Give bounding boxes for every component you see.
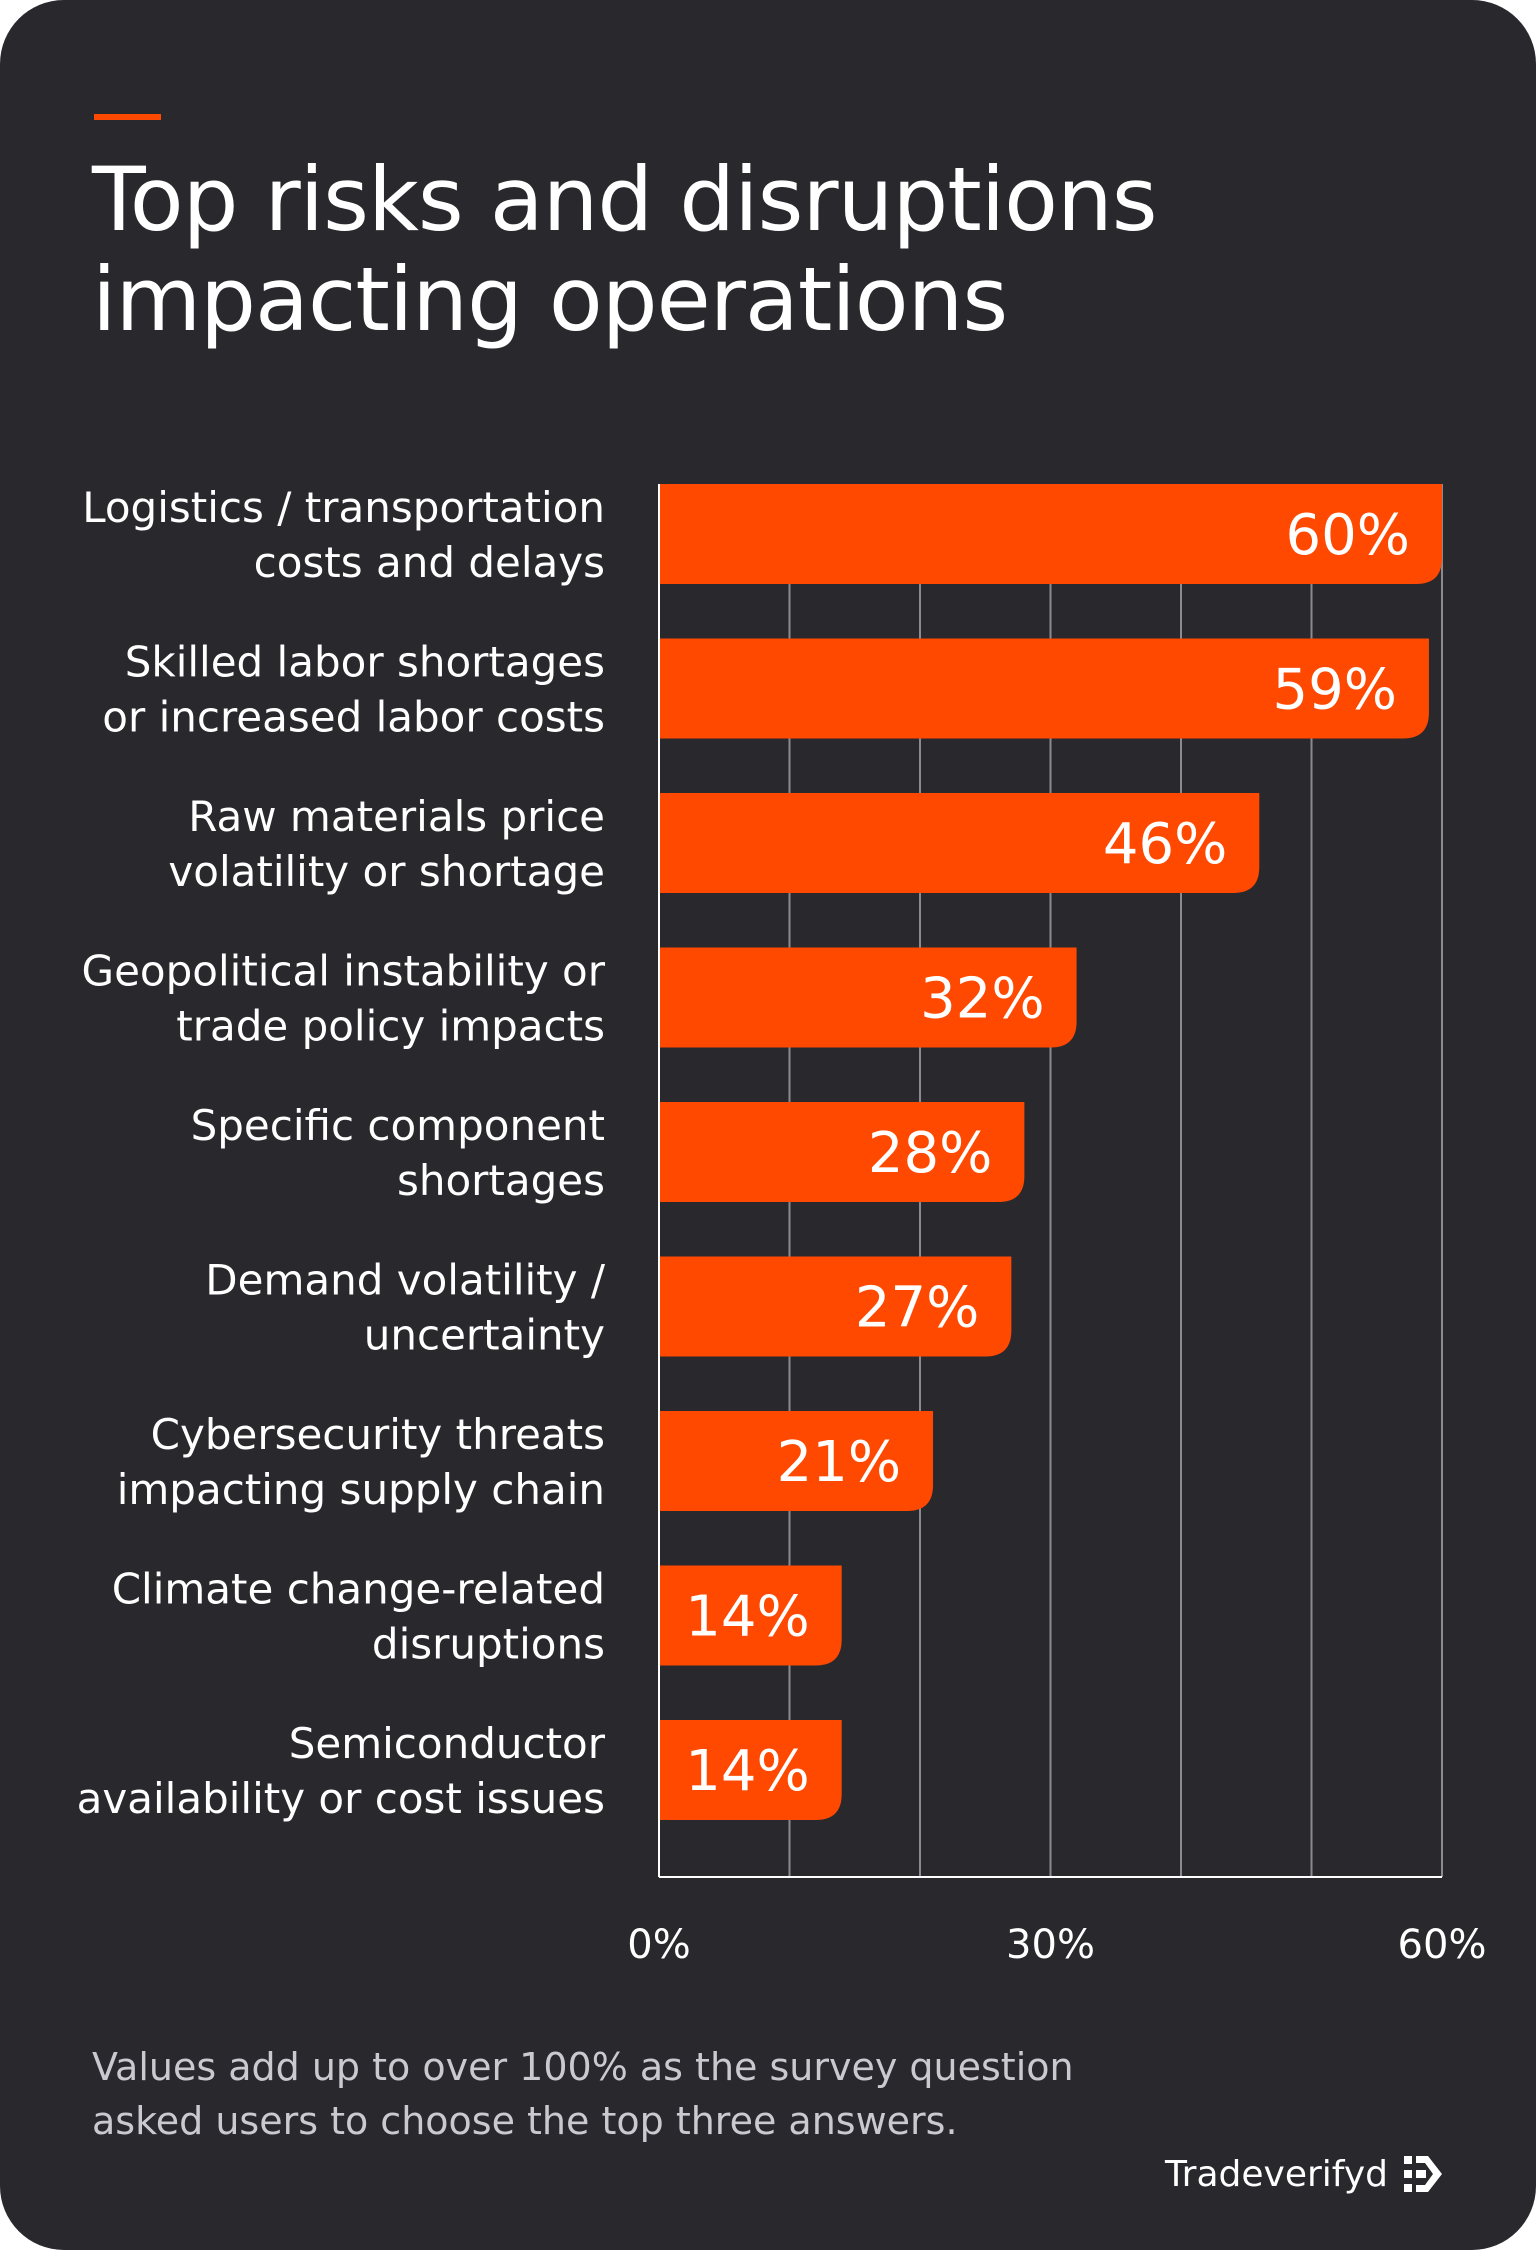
category-label: uncertainty (364, 1311, 605, 1360)
chart-title: Top risks and disruptions impacting oper… (92, 150, 1392, 350)
bar (659, 1102, 1025, 1202)
bar (659, 638, 1429, 739)
category-label: availability or cost issues (77, 1774, 605, 1823)
footnote-line-2: asked users to choose the top three answ… (92, 2099, 958, 2143)
category-label: impacting supply chain (117, 1465, 605, 1514)
chart-title-line-1: Top risks and disruptions (92, 148, 1158, 251)
brand: Tradeverifyd (1165, 2152, 1446, 2196)
value-label: 14% (685, 1739, 809, 1804)
category-label: Cybersecurity threats (151, 1410, 605, 1459)
category-label: Skilled labor shortages (125, 638, 605, 687)
accent-line (94, 114, 161, 120)
value-label: 46% (1103, 812, 1227, 877)
category-label: or increased labor costs (102, 693, 605, 742)
footnote: Values add up to over 100% as the survey… (92, 2040, 1192, 2148)
bar (659, 1565, 842, 1666)
category-label: Logistics / transportation (82, 483, 605, 532)
value-label: 28% (868, 1121, 992, 1186)
category-label: Raw materials price (188, 792, 605, 841)
tradeverifyd-logo-icon (1404, 2156, 1442, 2192)
category-label: costs and delays (254, 538, 605, 587)
bar (659, 1411, 934, 1511)
value-label: 14% (685, 1585, 809, 1650)
category-label: volatility or shortage (168, 847, 605, 896)
bar (659, 484, 1442, 584)
category-label: shortages (397, 1156, 605, 1205)
category-label: Semiconductor (289, 1719, 606, 1768)
value-label: 32% (920, 967, 1044, 1032)
category-label: Specific component (191, 1101, 605, 1150)
category-label: Climate change-related (112, 1565, 605, 1614)
tick-label: 60% (1398, 1922, 1487, 1968)
value-label: 60% (1286, 503, 1410, 568)
bar (659, 793, 1260, 893)
brand-name: Tradeverifyd (1164, 2153, 1388, 2195)
category-label: disruptions (372, 1620, 605, 1669)
value-label: 59% (1272, 658, 1396, 723)
category-label: Demand volatility / (205, 1256, 606, 1305)
category-label: trade policy impacts (176, 1002, 605, 1051)
bar (659, 947, 1077, 1048)
bar (659, 1720, 842, 1820)
tick-label: 30% (1006, 1922, 1095, 1968)
value-label: 27% (855, 1276, 979, 1341)
bar (659, 1256, 1012, 1357)
chart-title-line-2: impacting operations (92, 248, 1008, 351)
footnote-line-1: Values add up to over 100% as the survey… (92, 2045, 1074, 2089)
value-label: 21% (777, 1430, 901, 1495)
category-label: Geopolitical instability or (82, 947, 606, 996)
tick-label: 0% (627, 1922, 690, 1968)
